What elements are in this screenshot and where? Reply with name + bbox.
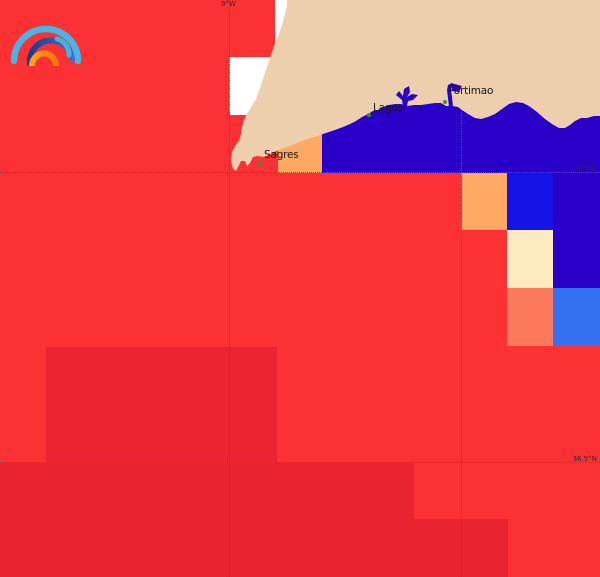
grid-cell-blue_dark <box>553 230 600 288</box>
city-label: Lagos <box>373 102 403 114</box>
city-label: Portimao <box>448 85 494 97</box>
graticule-meridian <box>229 0 230 577</box>
graticule-meridian <box>461 0 462 577</box>
graticule-label: 9°W <box>221 0 236 8</box>
alvor-estuary <box>396 86 418 106</box>
grid-cell-orange <box>461 173 507 230</box>
grid-cell-blue_bright <box>507 173 553 230</box>
grid-cell-cream <box>507 230 553 288</box>
city-marker <box>258 162 262 166</box>
graticule-label: 37°N <box>576 165 594 173</box>
graticule-parallel <box>0 462 600 463</box>
city-label: Sagres <box>264 149 299 161</box>
city-marker <box>443 100 447 104</box>
land-mass <box>231 0 600 171</box>
grid-cell-coral <box>507 288 553 346</box>
grid-cell-blue_dark <box>553 173 600 230</box>
graticule-parallel <box>0 172 600 173</box>
city-marker <box>367 113 371 117</box>
graticule-label: 36.5°N <box>572 455 597 463</box>
arade-estuary <box>447 83 453 107</box>
grid-cell-red_dark <box>0 463 414 577</box>
rainbow-logo <box>10 25 82 66</box>
grid-cell-blue_medium <box>553 288 600 346</box>
arade-estuary-head <box>451 83 462 92</box>
grid-cell-red_medium <box>46 347 277 462</box>
